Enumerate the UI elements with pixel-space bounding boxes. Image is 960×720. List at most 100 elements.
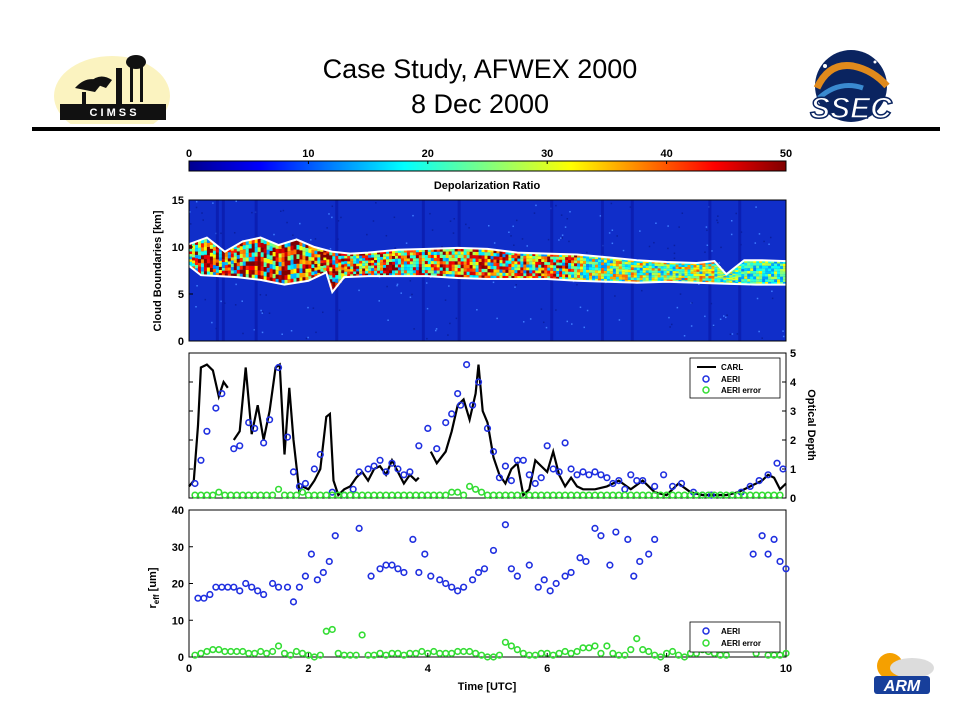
ssec-logo: SSEC — [809, 50, 894, 126]
aeri-reff-point — [636, 557, 644, 566]
aeri-error-reff-point — [501, 638, 510, 646]
optical-depth-ytick-label: 1 — [790, 464, 796, 476]
aeri-error-optical-depth-point — [268, 491, 277, 499]
reff-ylabel: reff [um] — [147, 567, 161, 608]
aeri-optical-depth-point — [746, 482, 754, 491]
aeri-optical-depth-point — [260, 439, 268, 447]
aeri-reff-point — [460, 583, 468, 591]
aeri-optical-depth-point — [364, 465, 372, 473]
optical-depth-ytick-label: 3 — [790, 406, 796, 418]
aeri-reff-point — [468, 576, 477, 584]
aeri-error-reff-point — [495, 651, 504, 659]
aeri-reff-point — [480, 565, 489, 573]
carl-line-segment — [188, 363, 229, 488]
aeri-reff-point — [606, 561, 614, 569]
aeri-optical-depth-point — [474, 378, 483, 386]
aeri-error-reff-point — [531, 651, 539, 659]
aeri-error-reff-point — [627, 646, 635, 654]
aeri-error-reff-point — [274, 642, 283, 650]
optical-depth-panel: 0 1 2 3 4 5 Optical Depth CARL AERI AERI erro… — [188, 348, 817, 505]
time-xtick-label: 4 — [425, 663, 432, 675]
arm-logo: ARM — [874, 653, 934, 695]
aeri-error-reff-point — [191, 651, 199, 659]
aeri-error-reff-point — [573, 647, 581, 656]
time-xtick-label: 2 — [305, 663, 311, 675]
aeri-reff-point — [567, 568, 575, 577]
aeri-error-reff-point — [286, 651, 295, 659]
aeri-optical-depth-point — [755, 477, 763, 485]
aeri-error-optical-depth-point — [209, 491, 217, 499]
aeri-reff-point — [552, 579, 560, 588]
colorbar-gradient — [188, 160, 787, 172]
aeri-reff-point — [776, 557, 784, 566]
aeri-error-reff-point — [322, 627, 330, 635]
aeri-reff-point — [501, 521, 510, 529]
aeri-error-reff-point — [358, 631, 366, 639]
aeri-optical-depth-point — [660, 471, 668, 479]
reff-ytick-label: 20 — [172, 579, 184, 591]
aeri-error-reff-point — [621, 651, 629, 659]
aeri-reff-point — [388, 561, 396, 569]
legend-aeri-error-label: AERI error — [721, 386, 761, 395]
aeri-reff-point — [289, 598, 298, 606]
aeri-reff-point — [513, 572, 521, 580]
aeri-reff-point — [331, 532, 339, 540]
aeri-reff-point — [248, 583, 256, 591]
aeri-optical-depth-point — [555, 468, 563, 476]
aeri-optical-depth-point — [549, 465, 557, 473]
aeri-optical-depth-point — [454, 390, 462, 398]
aeri-error-optical-depth-point — [776, 491, 784, 499]
time-xtick-label: 0 — [186, 663, 192, 675]
aeri-reff-point — [230, 583, 238, 591]
aeri-optical-depth-point — [400, 471, 408, 479]
aeri-optical-depth-point — [376, 456, 384, 464]
aeri-error-reff-point — [197, 649, 205, 657]
effective-radius-panel: 0 10 20 30 40 0 2 4 6 8 10 reff [um] Time [UTC] A… — [147, 505, 792, 693]
aeri-error-reff-point — [394, 649, 402, 657]
aeri-reff-point — [448, 583, 456, 591]
aeri-reff-point — [612, 528, 620, 536]
aeri-optical-depth-point — [289, 468, 298, 476]
aeri-reff-point — [576, 554, 584, 562]
aeri-optical-depth-point — [627, 471, 635, 479]
aeri-reff-point — [454, 587, 462, 595]
aeri-optical-depth-point — [615, 477, 623, 485]
title-rule — [32, 127, 940, 131]
colorbar: 0 10 20 30 40 50 Depolarization Ratio — [186, 148, 792, 192]
aeri-optical-depth-point — [463, 361, 471, 369]
aeri-error-reff-point — [400, 651, 408, 659]
aeri-error-optical-depth-point — [454, 488, 462, 496]
aeri-optical-depth-point — [245, 419, 253, 427]
aeri-optical-depth-point — [301, 479, 310, 488]
cloud-ytick-label: 15 — [172, 195, 184, 207]
aeri-optical-depth-point — [328, 488, 336, 496]
colorbar-tick-label: 30 — [541, 148, 553, 160]
aeri-error-optical-depth-point — [460, 491, 468, 499]
aeri-optical-depth-point — [483, 424, 492, 433]
legend-panel2: CARL AERI AERI error — [689, 357, 781, 399]
aeri-optical-depth-point — [310, 465, 318, 473]
aeri-reff-point — [367, 572, 375, 580]
aeri-error-optical-depth-point — [298, 488, 307, 496]
aeri-reff-point — [651, 535, 659, 544]
aeri-error-reff-point — [477, 651, 486, 659]
aeri-optical-depth-point — [591, 468, 599, 476]
legend-aeri-error-swatch — [702, 386, 710, 394]
aeri-optical-depth-point — [764, 471, 772, 479]
aeri-error-reff-point — [513, 646, 521, 654]
aeri-optical-depth-point — [370, 462, 378, 470]
cloud-layer — [189, 237, 786, 291]
colorbar-tick-label: 20 — [422, 148, 434, 160]
aeri-error-reff-point — [471, 649, 480, 657]
aeri-reff-point — [260, 590, 268, 599]
panel3-frame — [188, 509, 787, 658]
aeri-error-reff-point — [304, 651, 313, 659]
aeri-reff-point — [749, 550, 757, 558]
aeri-error-optical-depth-point — [442, 491, 450, 499]
aeri-reff-point — [206, 590, 214, 599]
arm-logo-text: ARM — [883, 678, 921, 695]
aeri-reff-point — [436, 576, 444, 584]
aeri-reff-point — [301, 572, 310, 580]
aeri-error-reff-point — [328, 625, 336, 634]
cimss-logo-text: C I M S S — [89, 107, 136, 119]
